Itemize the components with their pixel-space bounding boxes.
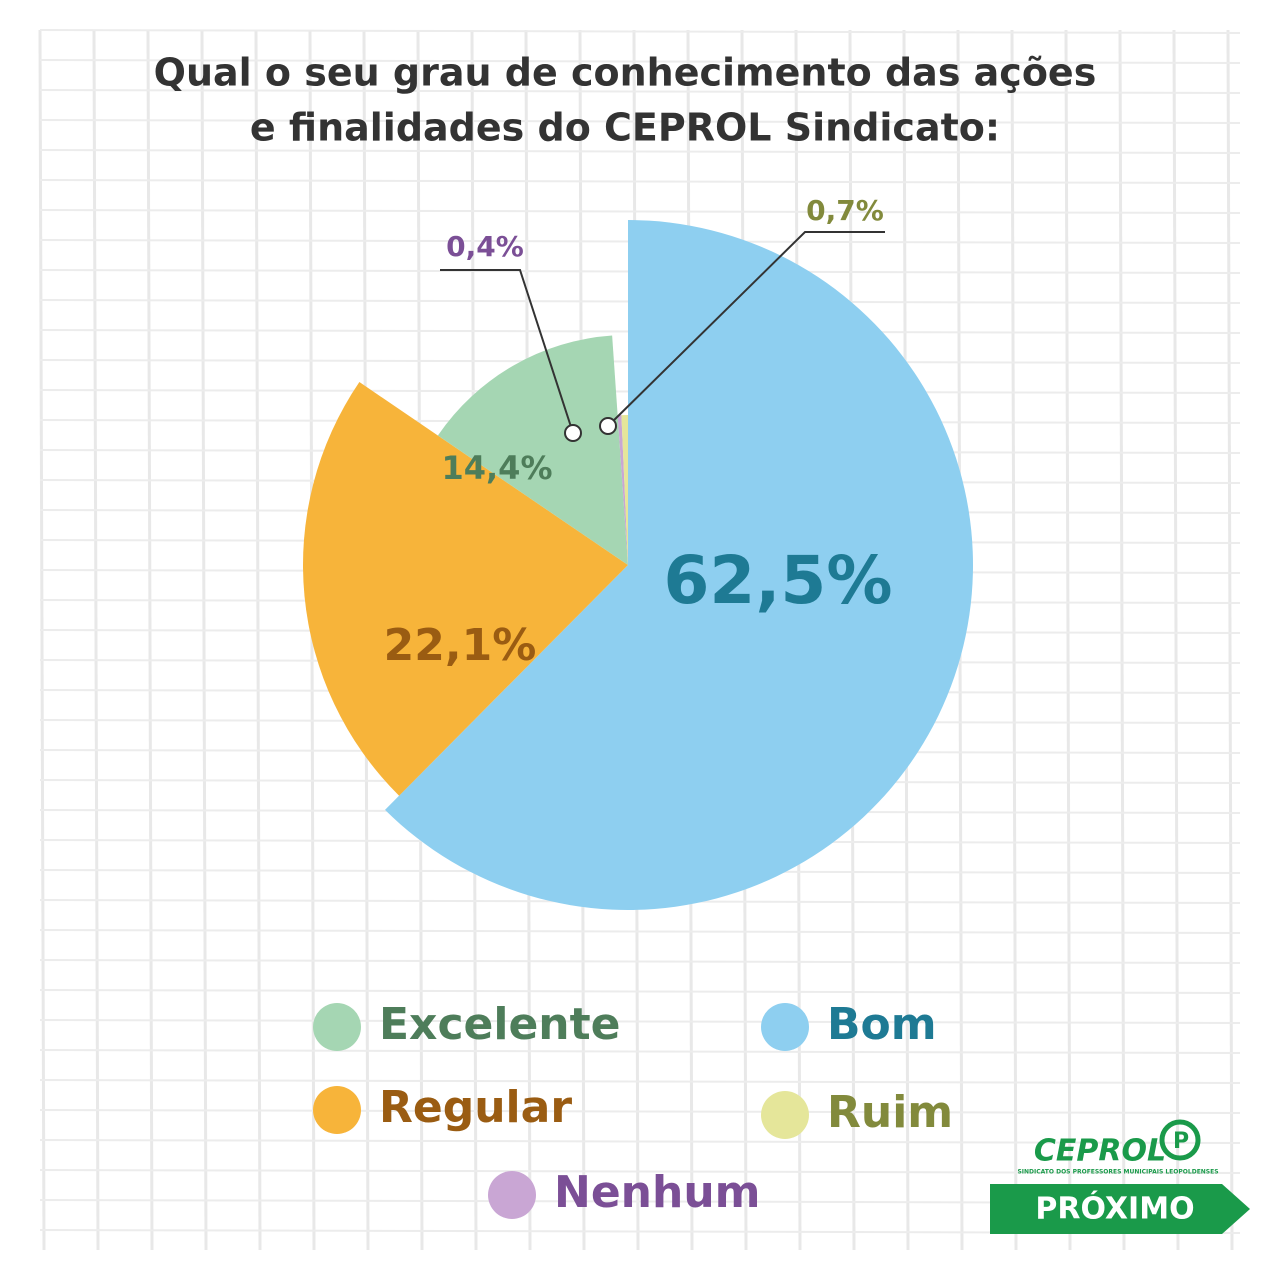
grid-decoration [39, 1109, 1241, 1114]
legend: Bom Regular Excelente Nenhum Ruim [313, 999, 953, 1219]
legend-swatch [761, 1091, 809, 1139]
grid-decoration [1010, 29, 1018, 1251]
pie: 62,5% 22,1% 14,4% 0,4% 0,7% [303, 194, 974, 911]
grid-decoration [39, 89, 1241, 94]
grid-decoration [39, 179, 1241, 184]
grid-decoration [39, 1019, 1241, 1024]
grid-decoration [39, 59, 1241, 64]
grid-decoration [39, 989, 1241, 994]
grid-decoration [38, 29, 46, 1251]
pie-slice [303, 382, 628, 796]
logo-text: CEPROL [1034, 1134, 1166, 1169]
grid-decoration [200, 29, 208, 1251]
legend-swatch [488, 1171, 536, 1219]
grid-decoration [146, 29, 154, 1251]
legend-label: Excelente [379, 999, 620, 1050]
grid-decoration [254, 29, 262, 1251]
grid-decoration [39, 29, 1241, 34]
value-label: 22,1% [384, 620, 537, 671]
grid-decoration [1226, 29, 1234, 1251]
logo-ring [1159, 1119, 1201, 1161]
button-label[interactable]: PRÓXIMO [1035, 1190, 1194, 1227]
value-label: 0,4% [446, 230, 524, 263]
logo-tagline: SINDICATO DOS PROFESSORES MUNICIPAIS LEO… [1017, 1169, 1218, 1176]
legend-swatch [761, 1003, 809, 1051]
legend-swatch [313, 1003, 361, 1051]
grid-decoration [1118, 29, 1126, 1251]
button-shape[interactable] [990, 1184, 1250, 1234]
grid-decoration [92, 29, 100, 1251]
grid-decoration [1064, 29, 1072, 1251]
leader-line [607, 231, 885, 427]
title-line: e finalidades do CEPROL Sindicato: [250, 106, 1000, 150]
logo: CEPROL P SINDICATO DOS PROFESSORES MUNIC… [1017, 1119, 1219, 1176]
grid-decoration [39, 959, 1241, 964]
grid-decoration [39, 929, 1241, 934]
legend-label: Ruim [827, 1087, 953, 1138]
grid-decoration [39, 119, 1241, 124]
leader-dot [564, 424, 582, 442]
pie-slice [385, 220, 974, 911]
next-button[interactable]: PRÓXIMO [990, 1184, 1250, 1234]
leader-line [440, 269, 574, 434]
value-label: 14,4% [441, 449, 552, 487]
pie-slice [621, 415, 628, 565]
pie-slice [617, 415, 628, 565]
legend-label: Bom [827, 999, 937, 1050]
leader-dot [599, 417, 617, 435]
grid-decoration [39, 149, 1241, 154]
legend-label: Nenhum [554, 1167, 761, 1218]
grid-decoration [1172, 29, 1180, 1251]
grid-decoration [39, 1139, 1241, 1144]
logo-mark: P [1173, 1129, 1189, 1154]
grid-decoration [39, 1079, 1241, 1084]
grid-decoration [39, 1169, 1241, 1174]
value-label: 0,7% [806, 194, 884, 227]
grid-decoration [39, 1049, 1241, 1054]
title-line: Qual o seu grau de conhecimento das açõe… [154, 51, 1097, 95]
legend-swatch [313, 1086, 361, 1134]
value-label: 62,5% [664, 542, 893, 619]
grid-decoration [39, 209, 1241, 214]
legend-label: Regular [379, 1082, 572, 1133]
pie-slice [437, 335, 628, 565]
